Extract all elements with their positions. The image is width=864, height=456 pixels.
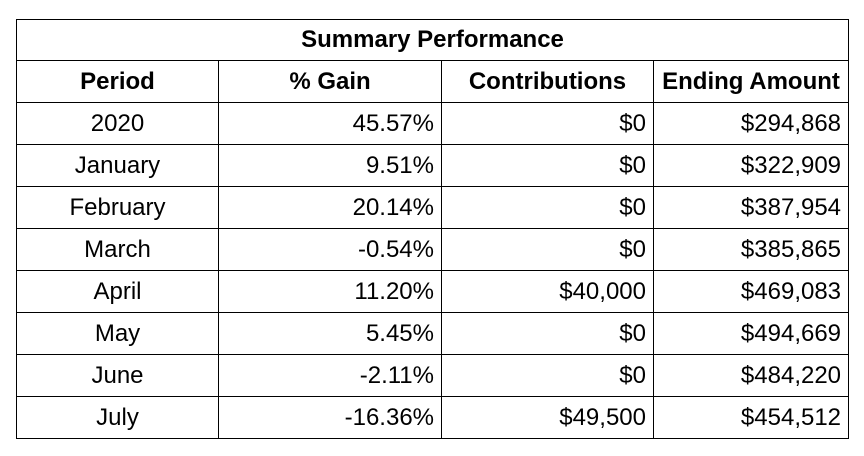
- period-cell: April: [16, 270, 219, 313]
- table-title: Summary Performance: [15, 19, 850, 61]
- column-header-contributions: Contributions: [441, 60, 654, 103]
- ending-amount-cell: $294,868: [652, 102, 850, 145]
- contributions-cell: $0: [441, 144, 654, 187]
- gain-cell: 11.20%: [218, 270, 442, 313]
- ending-amount-cell: $469,083: [652, 270, 850, 313]
- ending-amount-cell: $322,909: [652, 144, 850, 187]
- period-cell: March: [16, 228, 219, 271]
- gain-cell: -2.11%: [218, 354, 442, 397]
- ending-amount-cell: $385,865: [652, 228, 850, 271]
- table-row: March -0.54% $0 $385,865: [16, 228, 850, 271]
- period-cell: February: [16, 186, 219, 229]
- contributions-cell: $49,500: [441, 396, 654, 439]
- summary-performance-table: Summary Performance Period % Gain Contri…: [15, 19, 850, 439]
- period-cell: May: [16, 312, 219, 355]
- table-row: 2020 45.57% $0 $294,868: [16, 102, 850, 145]
- contributions-cell: $0: [441, 354, 654, 397]
- table-title-row: Summary Performance: [15, 19, 850, 61]
- table-row: May 5.45% $0 $494,669: [16, 312, 850, 355]
- period-cell: 2020: [16, 102, 219, 145]
- period-cell: January: [16, 144, 219, 187]
- gain-cell: 9.51%: [218, 144, 442, 187]
- period-cell: June: [16, 354, 219, 397]
- column-header-gain: % Gain: [218, 60, 442, 103]
- table-row: February 20.14% $0 $387,954: [16, 186, 850, 229]
- contributions-cell: $0: [441, 312, 654, 355]
- gain-cell: 20.14%: [218, 186, 442, 229]
- contributions-cell: $0: [441, 228, 654, 271]
- column-header-period: Period: [16, 60, 219, 103]
- table-row: July -16.36% $49,500 $454,512: [16, 396, 850, 439]
- ending-amount-cell: $454,512: [652, 396, 850, 439]
- table-row: June -2.11% $0 $484,220: [16, 354, 850, 397]
- gain-cell: 45.57%: [218, 102, 442, 145]
- period-cell: July: [16, 396, 219, 439]
- table-header-row: Period % Gain Contributions Ending Amoun…: [16, 60, 850, 103]
- table-row: April 11.20% $40,000 $469,083: [16, 270, 850, 313]
- contributions-cell: $0: [441, 102, 654, 145]
- ending-amount-cell: $387,954: [652, 186, 850, 229]
- ending-amount-cell: $484,220: [652, 354, 850, 397]
- gain-cell: -16.36%: [218, 396, 442, 439]
- contributions-cell: $40,000: [441, 270, 654, 313]
- gain-cell: 5.45%: [218, 312, 442, 355]
- table-row: January 9.51% $0 $322,909: [16, 144, 850, 187]
- column-header-ending-amount: Ending Amount: [652, 60, 850, 103]
- ending-amount-cell: $494,669: [652, 312, 850, 355]
- gain-cell: -0.54%: [218, 228, 442, 271]
- contributions-cell: $0: [441, 186, 654, 229]
